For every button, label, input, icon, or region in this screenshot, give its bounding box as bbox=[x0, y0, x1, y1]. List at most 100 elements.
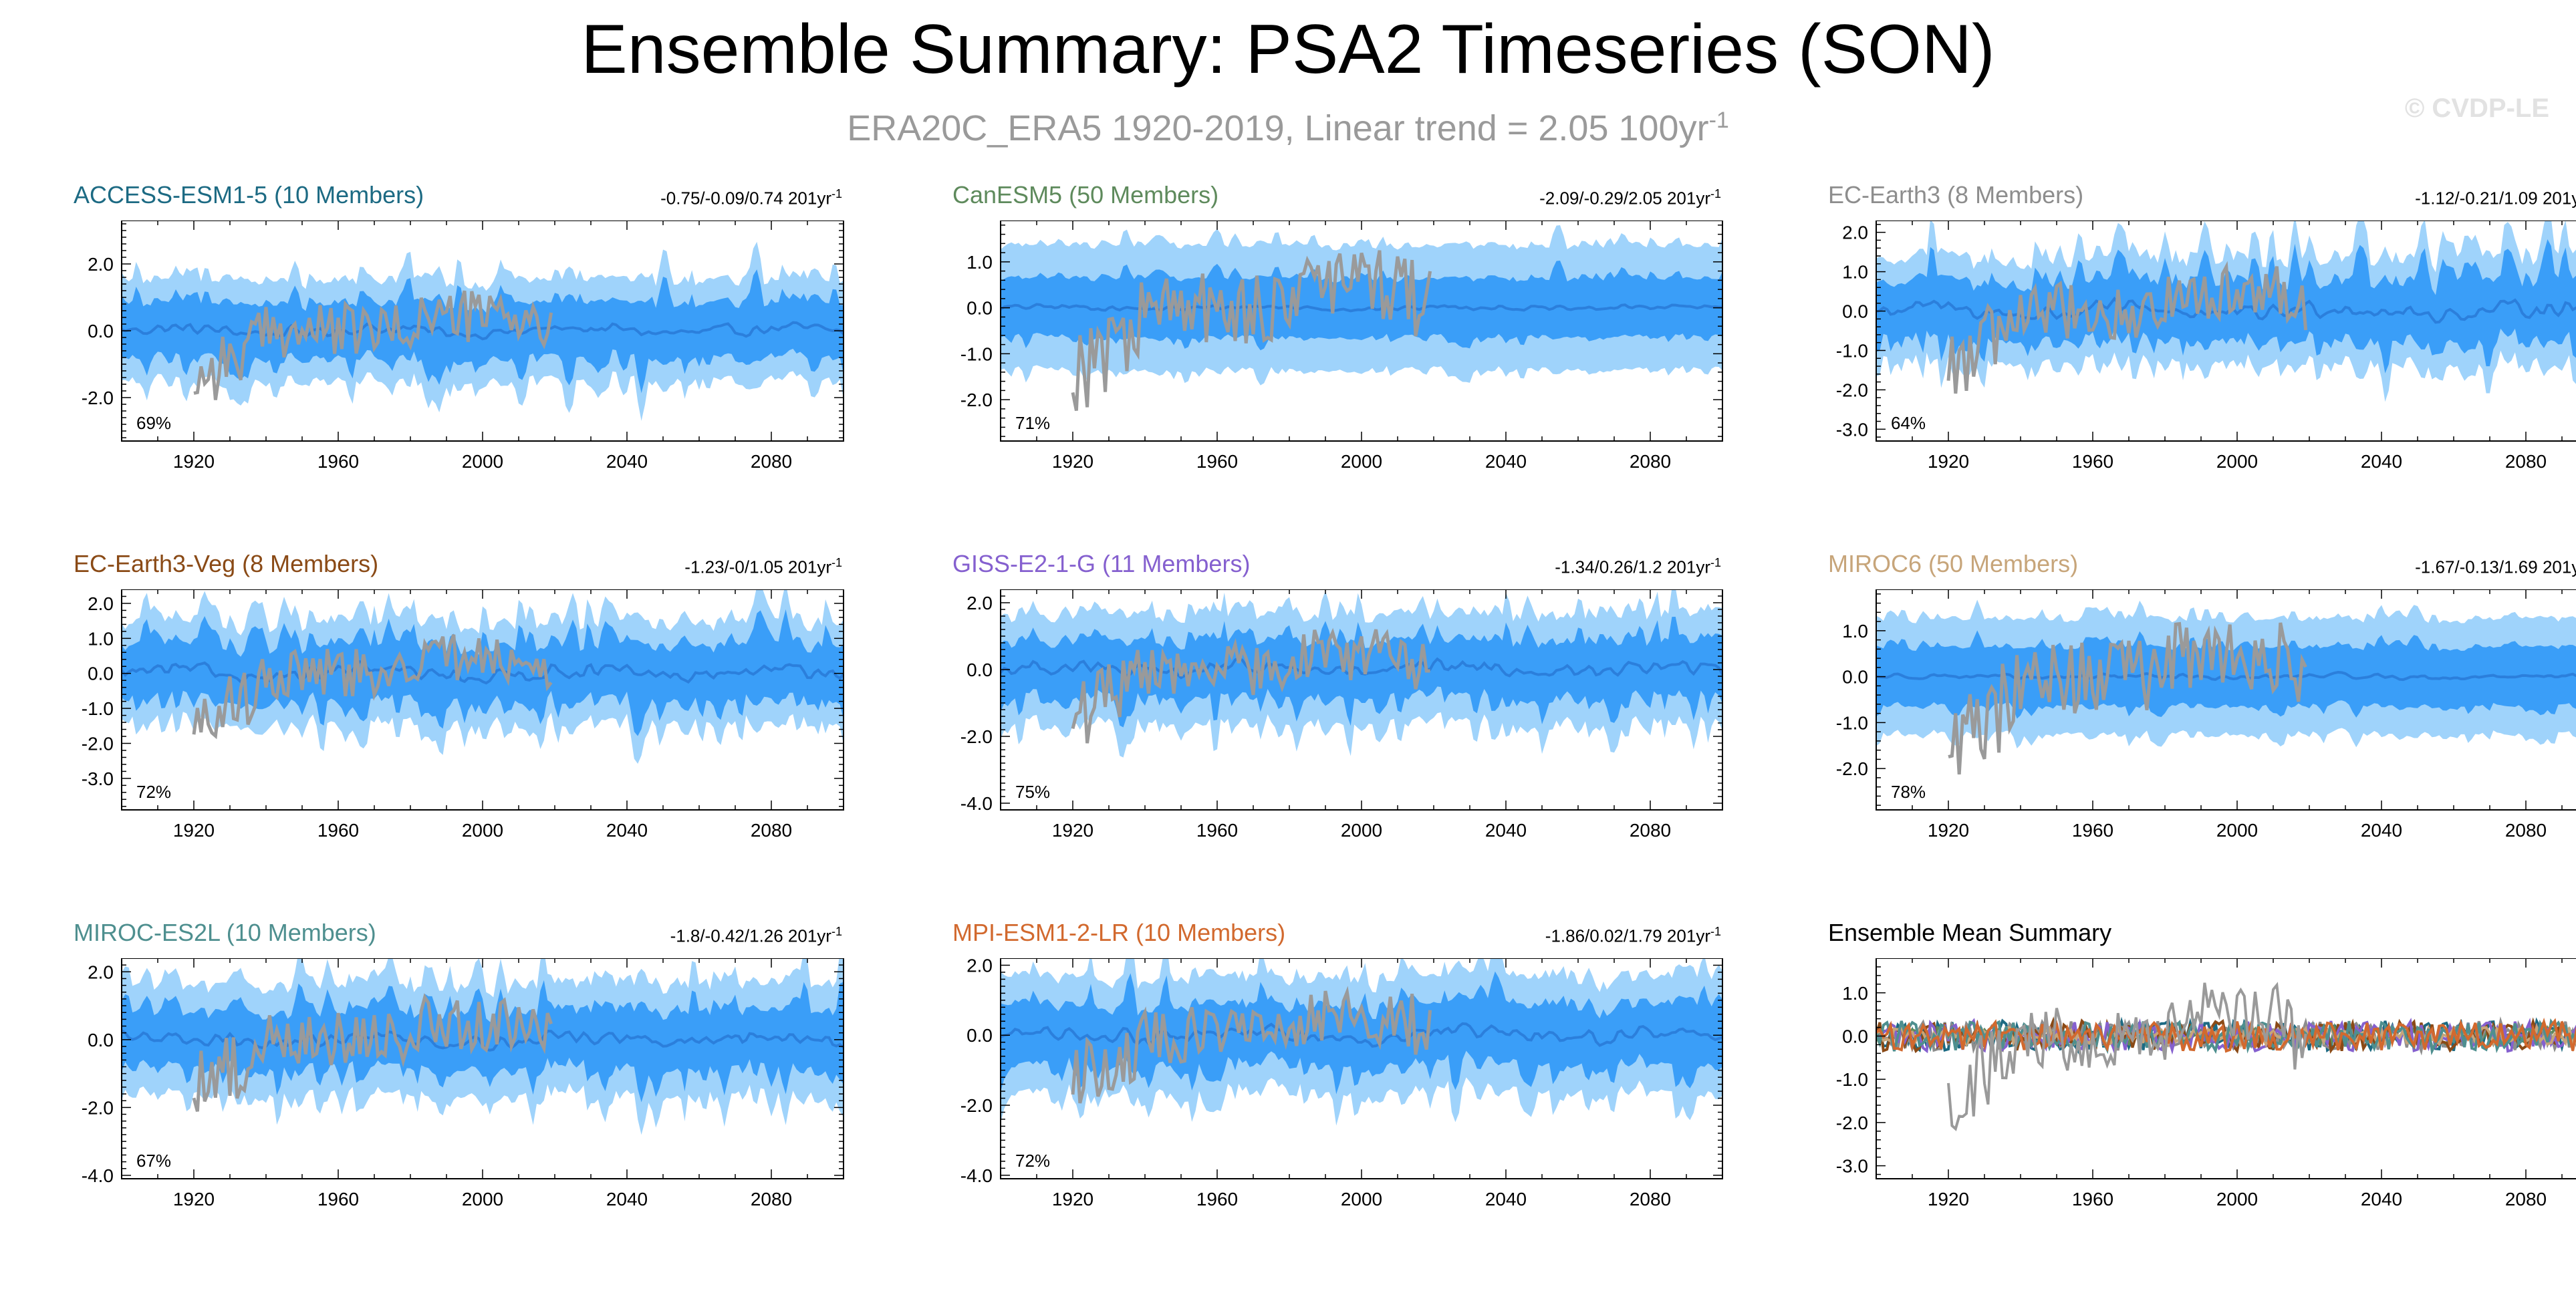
x-tick-label: 2000 bbox=[1341, 820, 1382, 841]
y-tick-label: -1.0 bbox=[82, 698, 114, 719]
y-tick-label: 2.0 bbox=[967, 958, 993, 976]
plot-frame bbox=[1876, 958, 2576, 1179]
observations-line bbox=[192, 993, 553, 1112]
page-title: Ensemble Summary: PSA2 Timeseries (SON) bbox=[581, 11, 1995, 88]
trend-range-text: -1.8/-0.42/1.26 201yr bbox=[670, 925, 831, 946]
y-tick-label: 0.0 bbox=[88, 321, 114, 341]
x-tick-label: 1920 bbox=[1928, 820, 1969, 841]
subtitle-text: ERA20C_ERA5 1920-2019, Linear trend = 2.… bbox=[847, 108, 1709, 148]
x-tick-label: 2000 bbox=[1341, 1189, 1382, 1209]
ensemble-mean-line bbox=[1001, 1022, 1722, 1048]
plot-area bbox=[1001, 958, 1722, 1126]
trend-range-text: -1.23/-0/1.05 201yr bbox=[684, 557, 831, 577]
plot-area bbox=[1876, 221, 2576, 402]
y-tick-label: -2.0 bbox=[82, 1097, 114, 1118]
observations-line bbox=[1948, 621, 2307, 774]
y-tick-label: 0.0 bbox=[88, 1030, 114, 1050]
y-tick-label: -1.0 bbox=[1836, 340, 1868, 361]
panel-trend-range: -1.34/0.26/1.2 201yr-1 bbox=[1555, 549, 1721, 581]
x-tick-label: 2080 bbox=[2505, 451, 2547, 472]
trend-range-text: -0.75/-0.09/0.74 201yr bbox=[660, 188, 831, 208]
x-tick-label: 2080 bbox=[751, 820, 792, 841]
chart-panel: MIROC-ES2L (10 Members) -1.8/-0.42/1.26 2… bbox=[74, 918, 844, 1239]
x-tick-label: 2000 bbox=[2216, 1189, 2258, 1209]
percent-label: 72% bbox=[1015, 1151, 1050, 1171]
panel-title: MIROC-ES2L (10 Members) bbox=[74, 919, 376, 946]
panel-trend-range: -1.23/-0/1.05 201yr-1 bbox=[684, 549, 842, 581]
y-tick-label: 2.0 bbox=[88, 962, 114, 982]
x-tick-label: 2040 bbox=[1485, 1189, 1527, 1209]
ensemble-mean-line bbox=[122, 321, 844, 341]
x-tick-label: 2040 bbox=[606, 1189, 648, 1209]
y-tick-label: -2.0 bbox=[82, 733, 114, 754]
y-tick-label: -1.0 bbox=[1836, 1069, 1868, 1090]
plot-area bbox=[1876, 982, 2576, 1131]
panel-title: MIROC6 (50 Members) bbox=[1828, 550, 2079, 577]
y-tick-label: -3.0 bbox=[82, 768, 114, 789]
page-subtitle: ERA20C_ERA5 1920-2019, Linear trend = 2.… bbox=[0, 99, 2576, 150]
chart-panel: MPI-ESM1-2-LR (10 Members) -1.86/0.02/1.7… bbox=[952, 918, 1723, 1239]
y-tick-label: 0.0 bbox=[967, 660, 993, 680]
y-tick-label: 1.0 bbox=[88, 628, 114, 649]
x-tick-label: 1920 bbox=[173, 1189, 215, 1209]
percent-label: 72% bbox=[136, 782, 171, 802]
y-tick-label: -2.0 bbox=[960, 390, 993, 410]
x-tick-label: 1920 bbox=[1052, 1189, 1093, 1209]
x-tick-label: 2000 bbox=[462, 820, 503, 841]
panel-title: CanESM5 (50 Members) bbox=[952, 181, 1219, 208]
x-tick-label: 2080 bbox=[751, 451, 792, 472]
y-tick-label: 2.0 bbox=[967, 593, 993, 613]
plot-area bbox=[1001, 589, 1722, 758]
timeseries-plot: 1920 1960 2000 2040 2080 -2.0 -1.0 0.0 1.0 78% bbox=[1836, 589, 2576, 841]
chart-panel: CanESM5 (50 Members) -2.09/-0.29/2.05 201… bbox=[952, 180, 1723, 501]
x-tick-label: 2000 bbox=[462, 451, 503, 472]
trend-range-exponent: -1 bbox=[831, 925, 842, 938]
y-tick-label: -2.0 bbox=[960, 726, 993, 747]
y-tick-label: 0.0 bbox=[967, 1025, 993, 1046]
x-tick-label: 2000 bbox=[462, 1189, 503, 1209]
y-tick-label: 2.0 bbox=[88, 254, 114, 275]
x-tick-label: 1920 bbox=[1052, 451, 1093, 472]
panel-title: EC-Earth3-Veg (8 Members) bbox=[74, 550, 379, 577]
panel-trend-range: -2.09/-0.29/2.05 201yr-1 bbox=[1539, 180, 1721, 212]
inner-range-band bbox=[1001, 261, 1722, 351]
series-line bbox=[1947, 982, 2307, 1131]
y-tick-label: -1.0 bbox=[1836, 712, 1868, 733]
percent-label: 71% bbox=[1015, 413, 1050, 433]
timeseries-plot: 1920 1960 2000 2040 2080 -4.0 -2.0 0.0 2.0 75% bbox=[960, 589, 1723, 841]
x-tick-label: 1960 bbox=[317, 451, 359, 472]
y-tick-label: 2.0 bbox=[88, 593, 114, 614]
x-tick-label: 2040 bbox=[1485, 820, 1527, 841]
panel-trend-range: -0.75/-0.09/0.74 201yr-1 bbox=[660, 180, 842, 212]
x-tick-label: 2000 bbox=[1341, 451, 1382, 472]
x-tick-label: 1960 bbox=[317, 820, 359, 841]
observations-line bbox=[1071, 627, 1430, 744]
x-tick-label: 1960 bbox=[2072, 451, 2113, 472]
chart-panel: Ensemble Mean Summary 1920 1960 2000 2040 208… bbox=[1828, 918, 2576, 1239]
panel-title: EC-Earth3 (8 Members) bbox=[1828, 181, 2084, 208]
chart-panel: ACCESS-ESM1-5 (10 Members) -0.75/-0.09/0.… bbox=[74, 180, 844, 501]
inner-range-band bbox=[1876, 239, 2576, 374]
subtitle-exponent: -1 bbox=[1708, 108, 1729, 133]
panel-title: GISS-E2-1-G (11 Members) bbox=[952, 550, 1251, 577]
y-tick-label: -1.0 bbox=[960, 343, 993, 364]
timeseries-plot: 1920 1960 2000 2040 2080 -3.0 -2.0 -1.0 0.0 1.0 2.… bbox=[82, 589, 844, 841]
y-tick-label: -2.0 bbox=[1836, 380, 1868, 400]
percent-label: 67% bbox=[136, 1151, 171, 1171]
chart-panel: EC-Earth3-Veg (8 Members) -1.23/-0/1.05 2… bbox=[74, 549, 844, 870]
timeseries-plot: 1920 1960 2000 2040 2080 -3.0 -2.0 -1.0 0.0 1.0 bbox=[1836, 958, 2576, 1209]
x-tick-label: 1960 bbox=[1196, 1189, 1238, 1209]
y-tick-label: 0.0 bbox=[1842, 667, 1868, 688]
y-tick-label: -4.0 bbox=[960, 793, 993, 814]
y-tick-label: 0.0 bbox=[1842, 301, 1868, 322]
x-tick-label: 1920 bbox=[1052, 820, 1093, 841]
y-tick-label: -2.0 bbox=[82, 388, 114, 408]
panel-title: Ensemble Mean Summary bbox=[1828, 919, 2112, 946]
x-tick-label: 2080 bbox=[751, 1189, 792, 1209]
trend-range-text: -2.09/-0.29/2.05 201yr bbox=[1539, 188, 1710, 208]
chart-panel: MIROC6 (50 Members) -1.67/-0.13/1.69 201y… bbox=[1828, 549, 2576, 870]
panel-trend-range: -1.67/-0.13/1.69 201yr-1 bbox=[2415, 549, 2576, 581]
x-tick-label: 1960 bbox=[2072, 820, 2113, 841]
x-tick-label: 2040 bbox=[2361, 451, 2402, 472]
x-tick-label: 1960 bbox=[2072, 1189, 2113, 1209]
